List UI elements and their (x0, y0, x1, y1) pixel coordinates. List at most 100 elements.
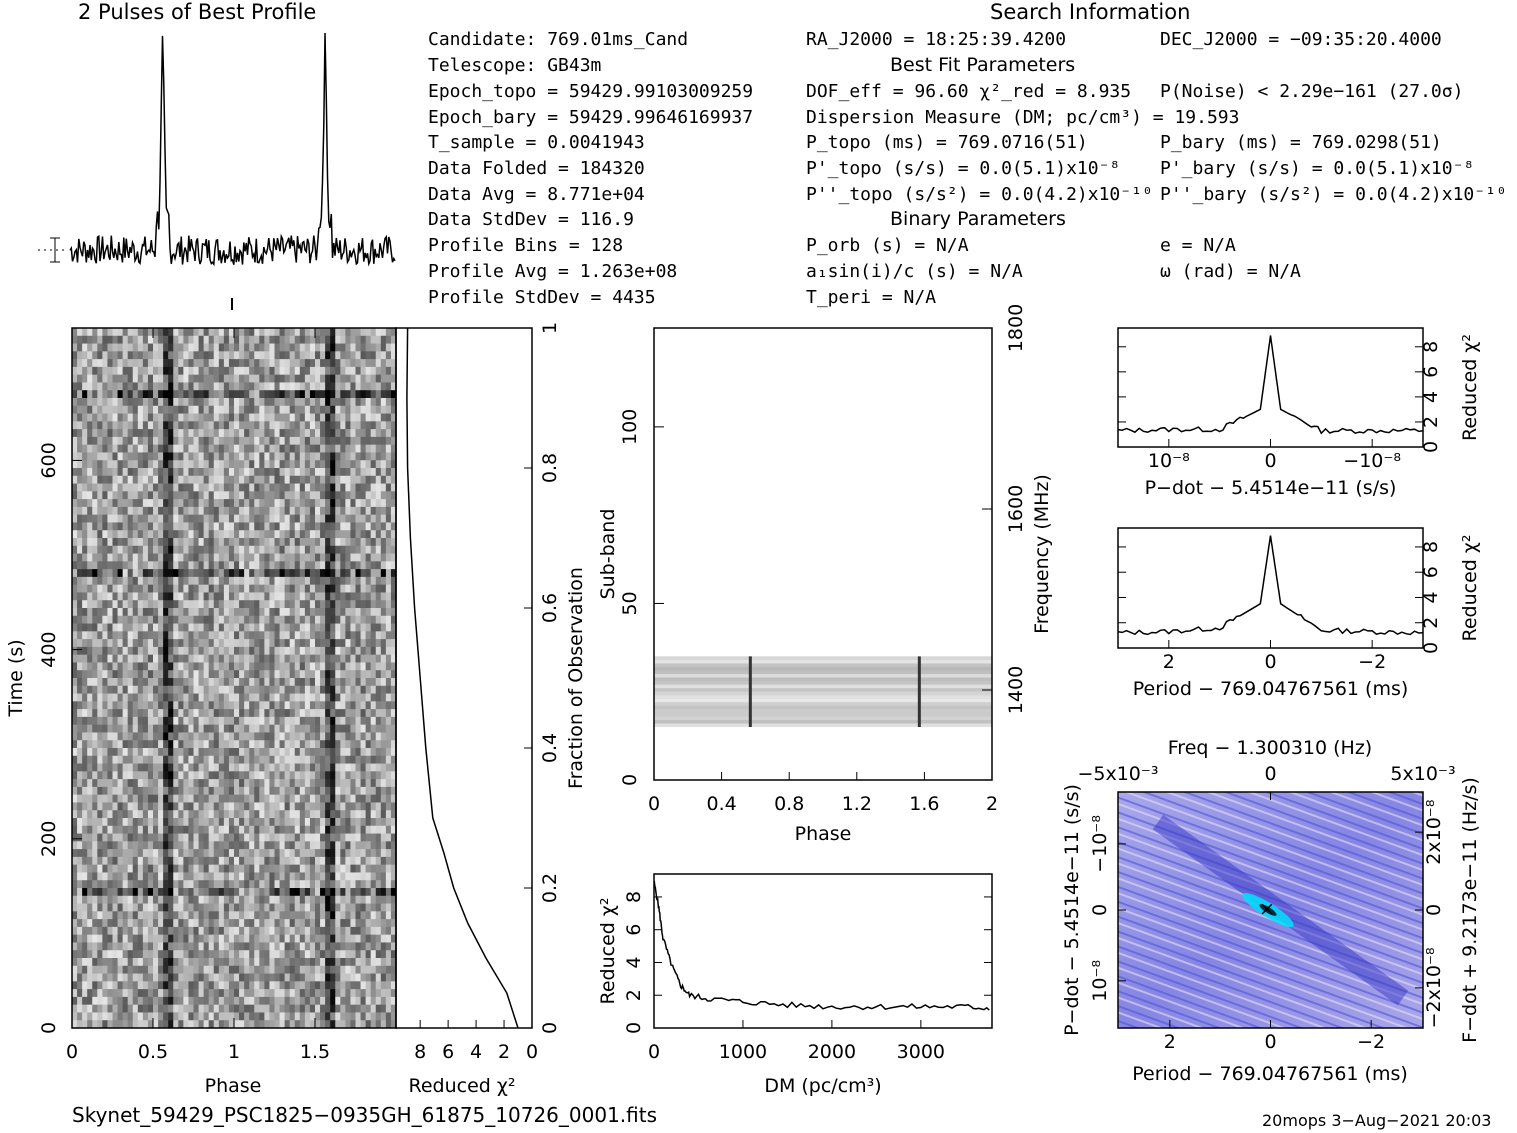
heatmap-cell (97, 709, 103, 718)
heatmap-cell (112, 888, 119, 897)
heatmap-cell (127, 615, 134, 625)
heatmap-cell (193, 343, 200, 352)
heatmap-cell (239, 382, 245, 391)
heatmap-cell (82, 382, 88, 391)
heatmap-cell (294, 872, 301, 881)
heatmap-cell (284, 919, 291, 928)
heatmap-cell (350, 911, 356, 920)
heatmap-cell (315, 685, 321, 695)
heatmap-cell (355, 763, 362, 772)
heatmap-cell (294, 561, 301, 570)
heatmap-cell (264, 600, 270, 609)
heatmap-cell (228, 351, 235, 360)
heatmap-cell (203, 786, 210, 796)
heatmap-cell (178, 561, 184, 570)
info-line: e = N/A (1160, 235, 1236, 256)
heatmap-cell (198, 802, 205, 811)
heatmap-cell (385, 779, 392, 788)
heatmap-cell (117, 911, 124, 920)
heatmap-cell (213, 888, 220, 897)
heatmap-cell (183, 561, 189, 570)
heatmap-cell (325, 553, 331, 562)
heatmap-cell (254, 709, 260, 718)
heatmap-cell (254, 748, 260, 757)
heatmap-cell (330, 398, 336, 407)
heatmap-cell (163, 724, 169, 733)
heatmap-cell (183, 359, 189, 368)
heatmap-cell (385, 654, 392, 663)
heatmap-cell (142, 475, 149, 485)
heatmap-cell (315, 366, 321, 376)
heatmap-cell (330, 530, 336, 539)
heatmap-cell (112, 748, 119, 757)
heatmap-cell (370, 615, 377, 625)
heatmap-cell (294, 483, 301, 492)
heatmap-cell (117, 639, 124, 648)
heatmap-cell (325, 390, 331, 399)
heatmap-cell (385, 421, 392, 430)
heatmap-cell (345, 359, 351, 368)
heatmap-cell (188, 608, 194, 617)
heatmap-cell (147, 810, 154, 819)
heatmap-cell (137, 413, 144, 422)
heatmap-cell (390, 328, 397, 337)
heatmap-cell (244, 359, 250, 368)
heatmap-cell (234, 553, 240, 562)
heatmap-cell (117, 693, 124, 702)
heatmap-cell (77, 343, 83, 352)
heatmap-cell (345, 608, 351, 617)
heatmap-cell (107, 615, 113, 625)
heatmap-cell (350, 584, 356, 593)
heatmap-cell (178, 919, 184, 928)
heatmap-cell (147, 475, 154, 485)
heatmap-cell (153, 561, 159, 570)
heatmap-cell (375, 359, 382, 368)
heatmap-cell (309, 748, 316, 757)
heatmap-cell (158, 755, 164, 765)
heatmap-cell (142, 569, 149, 578)
heatmap-cell (234, 335, 240, 345)
heatmap-cell (163, 483, 169, 492)
heatmap-cell (168, 530, 174, 539)
heatmap-cell (183, 678, 189, 687)
heatmap-cell (340, 779, 346, 788)
heatmap-cell (193, 701, 200, 710)
heatmap-cell (153, 701, 159, 710)
heatmap-cell (183, 366, 189, 376)
heatmap-cell (355, 351, 362, 360)
heatmap-cell (274, 538, 281, 547)
heatmap-cell (284, 841, 291, 850)
heatmap-cell (92, 724, 98, 733)
heatmap-cell (330, 343, 336, 352)
heatmap-cell (72, 662, 78, 671)
heatmap-cell (269, 709, 275, 718)
heatmap-cell (183, 724, 189, 733)
heatmap-cell (198, 748, 205, 757)
heatmap-cell (188, 576, 194, 586)
heatmap-cell (244, 740, 250, 749)
heatmap-cell (213, 763, 220, 772)
heatmap-cell (153, 685, 159, 695)
heatmap-cell (360, 615, 367, 625)
heatmap-cell (385, 763, 392, 772)
heatmap-cell (309, 880, 316, 889)
heatmap-cell (294, 530, 301, 539)
heatmap-cell (178, 452, 184, 461)
heatmap-cell (239, 522, 245, 531)
heatmap-cell (218, 561, 225, 570)
heatmap-cell (350, 693, 356, 702)
heatmap-cell (163, 646, 169, 656)
heatmap-cell (309, 499, 316, 508)
heatmap-cell (142, 833, 149, 842)
heatmap-cell (234, 506, 240, 516)
heatmap-cell (249, 374, 255, 383)
heatmap-cell (259, 421, 265, 430)
best-fit-title: Best Fit Parameters (890, 54, 1076, 76)
heatmap-cell (370, 343, 377, 352)
heatmap-cell (147, 343, 154, 352)
heatmap-cell (304, 810, 311, 819)
heatmap-cell (345, 646, 351, 656)
heatmap-cell (153, 748, 159, 757)
heatmap-cell (365, 732, 372, 741)
heatmap-cell (188, 779, 194, 788)
